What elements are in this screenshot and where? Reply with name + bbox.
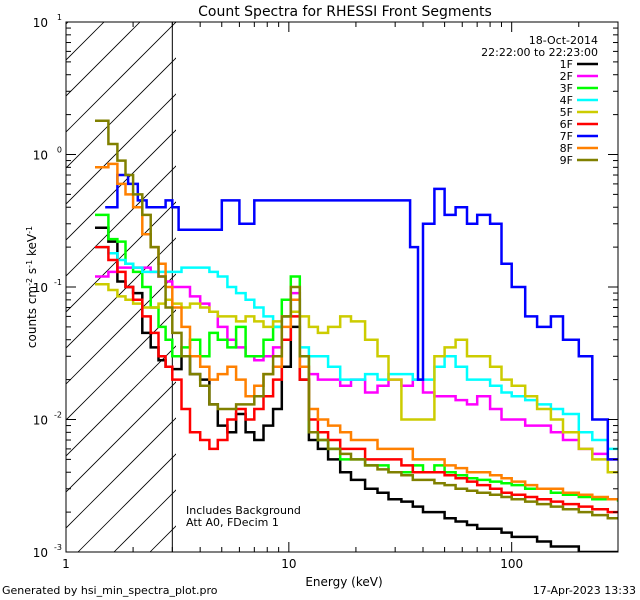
y-tick-label: 10 [33,16,48,30]
y-axis-label: counts cm-2 s-1 keV-1 [25,226,40,348]
series-line-7f [105,173,618,461]
hatch-line [66,201,176,313]
generated-by-label: Generated by hsi_min_spectra_plot.pro [2,584,218,597]
y-tick-exponent: 0 [57,146,62,155]
attenuator-annotation: Att A0, FDecim 1 [186,516,279,529]
hatch-line [66,381,176,493]
y-tick-exponent: -2 [54,411,62,420]
y-tick-exponent: 1 [57,13,62,22]
legend-label-6f: 6F [560,118,573,131]
series-group [95,119,618,552]
y-tick-label: 10 [33,149,48,163]
y-axis-label-text: counts cm-2 s-1 keV-1 [25,226,40,348]
x-axis-label: Energy (keV) [305,575,382,589]
legend-label-2f: 2F [560,70,573,83]
hatch-line [0,0,26,552]
hatch-line [66,22,69,25]
hatch-line [66,165,176,277]
x-tick-label: 100 [500,557,523,571]
legend-label-7f: 7F [560,130,573,143]
legend-label-3f: 3F [560,82,573,95]
legend-label-5f: 5F [560,106,573,119]
hatch-line [66,22,176,133]
time-range-label: 22:22:00 to 22:23:00 [481,46,598,59]
timestamp-label: 17-Apr-2023 13:33 [533,584,636,597]
chart-title: Count Spectra for RHESSI Front Segments [198,4,492,20]
x-tick-label: 1 [62,557,70,571]
hatch-line [66,93,176,205]
hatch-line [258,0,640,552]
hatch-line [66,22,141,97]
series-line-9f [95,119,618,520]
legend-label-9f: 9F [560,154,573,167]
series-line-4f [95,245,618,451]
hatch-line [222,0,640,552]
y-tick-exponent: -1 [54,278,62,287]
y-tick-label: 10 [33,281,48,295]
hatch-line [66,417,176,529]
legend-label-4f: 4F [560,94,573,107]
legend-label-8f: 8F [560,142,573,155]
hatch-line [66,309,176,421]
background-annotation: Includes Background [186,504,301,517]
y-tick-exponent: -3 [54,543,62,552]
hatch-line [66,57,176,169]
series-line-2f [95,266,618,461]
hatch-line [66,237,176,349]
series-line-5f [95,282,618,474]
y-tick-label: 10 [33,546,48,560]
x-tick-label: 10 [281,557,296,571]
hatch-line [66,129,176,241]
hatch-line [66,22,105,61]
date-label: 18-Oct-2014 [529,34,598,47]
legend-label-1f: 1F [560,58,573,71]
series-line-8f [95,162,618,501]
hatch-line [77,453,176,552]
y-tick-label: 10 [33,414,48,428]
